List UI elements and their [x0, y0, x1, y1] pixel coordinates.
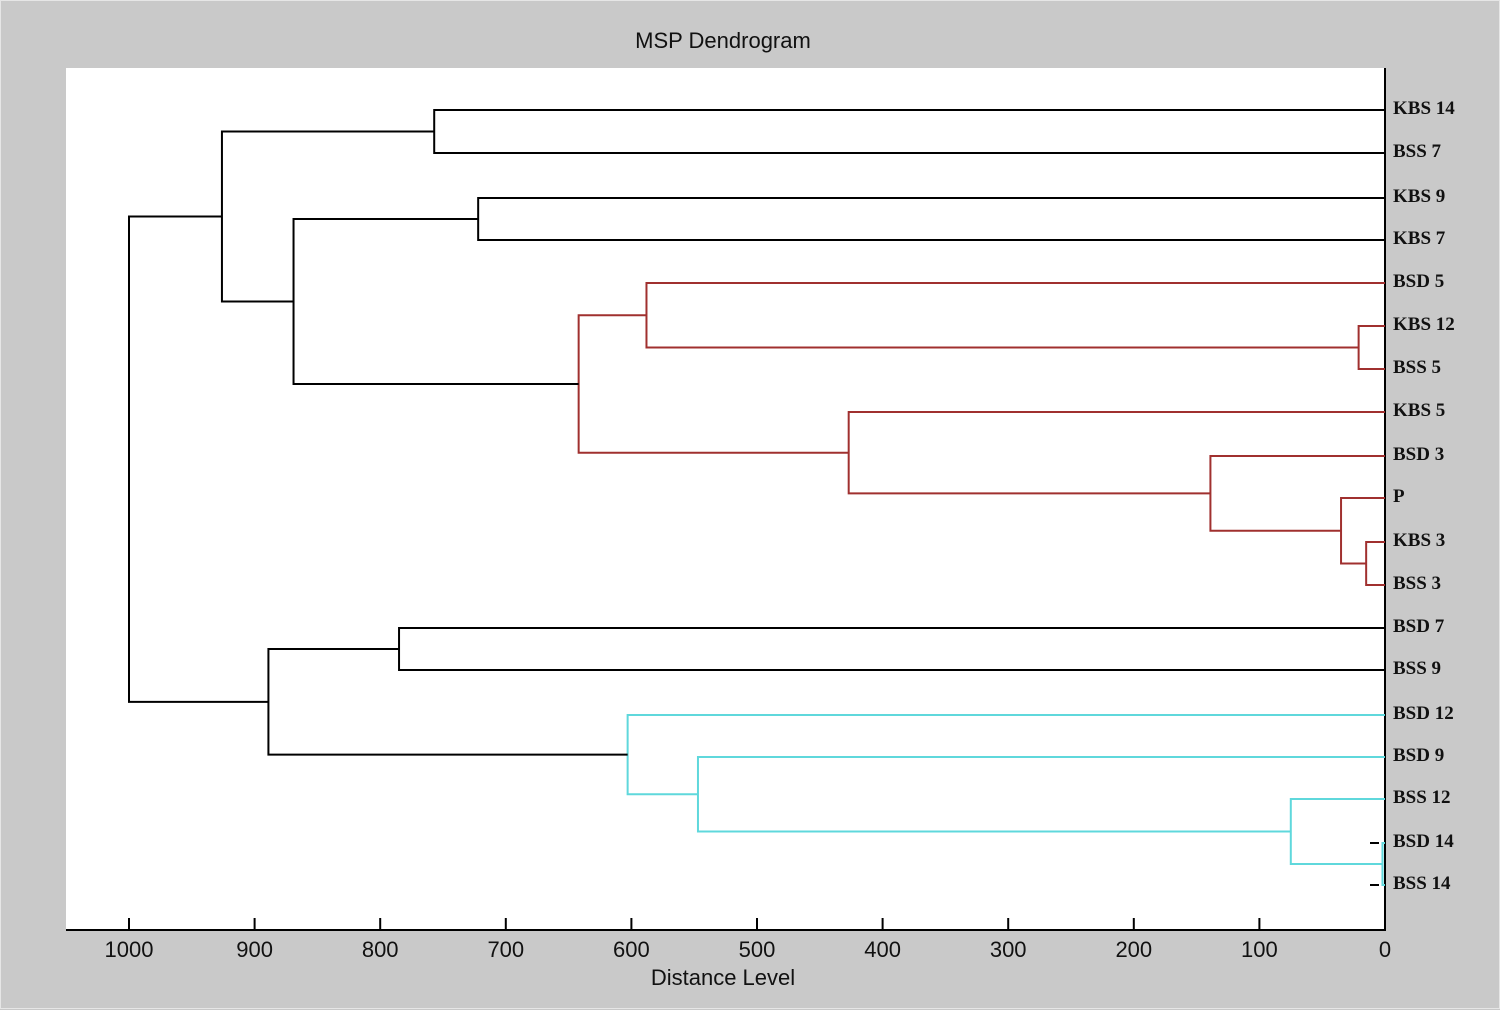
leaf-label: BSD 9 — [1393, 745, 1445, 766]
dendrogram-link — [1289, 798, 1385, 865]
leaf-label: BSS 14 — [1393, 873, 1451, 894]
leaf-label: KBS 9 — [1393, 186, 1446, 207]
leaf-label: KBS 3 — [1393, 530, 1446, 551]
x-tick-label: 200 — [1115, 937, 1153, 962]
dendrogram-link — [626, 714, 1385, 796]
leaf-label: BSS 3 — [1393, 573, 1442, 594]
x-tick-label: 700 — [487, 937, 525, 962]
leaf-label: BSD 12 — [1393, 703, 1454, 724]
leaf-label: P — [1393, 486, 1405, 507]
leaf-label: BSD 5 — [1393, 271, 1445, 292]
dendrogram-link — [220, 130, 435, 303]
leaf-label: BSD 3 — [1393, 444, 1445, 465]
leaf-label: KBS 12 — [1393, 314, 1455, 335]
leaf-label: KBS 14 — [1393, 98, 1455, 119]
dendrogram-link — [847, 411, 1385, 495]
dendrogram-link — [267, 648, 628, 756]
x-tick-label: 1000 — [104, 937, 154, 962]
chart-title: MSP Dendrogram — [635, 28, 811, 53]
x-tick-label: 800 — [361, 937, 399, 962]
x-tick-label: 900 — [236, 937, 273, 962]
leaf-label: BSD 7 — [1393, 616, 1445, 637]
x-tick-label: 400 — [864, 937, 901, 962]
x-tick-label: 600 — [613, 937, 650, 962]
x-axis-label: Distance Level — [650, 965, 796, 990]
x-tick-label: 300 — [989, 937, 1027, 962]
dendrogram-link — [1340, 497, 1385, 565]
dendrogram-link — [577, 314, 849, 454]
dendrogram-link — [696, 756, 1385, 833]
dendrogram-link — [1209, 455, 1385, 532]
x-tick-label: 500 — [738, 937, 776, 962]
leaf-label: BSS 5 — [1393, 357, 1442, 378]
dendrogram-link — [1381, 842, 1385, 886]
leaf-label: BSS 7 — [1393, 141, 1442, 162]
leaf-label: BSD 14 — [1393, 831, 1454, 852]
dendrogram-link — [433, 109, 1385, 154]
dendrogram-link — [1357, 325, 1385, 370]
dendrogram-links — [128, 109, 1385, 886]
dendrogram-link — [292, 218, 579, 385]
leaf-label: KBS 5 — [1393, 400, 1446, 421]
dendrogram-link — [645, 282, 1385, 349]
x-tick-label: 100 — [1241, 937, 1278, 962]
leaf-label: BSS 12 — [1393, 787, 1451, 808]
dendrogram-link — [1365, 541, 1385, 586]
leaf-label: BSS 9 — [1393, 658, 1442, 679]
x-axis-ticks — [128, 918, 1386, 930]
leaf-label: KBS 7 — [1393, 228, 1446, 249]
dendrogram-link — [398, 627, 1385, 671]
x-tick-label: 0 — [1378, 937, 1392, 962]
dendrogram-link — [128, 215, 269, 703]
dendrogram-link — [477, 197, 1385, 241]
plot-area — [66, 68, 1385, 930]
